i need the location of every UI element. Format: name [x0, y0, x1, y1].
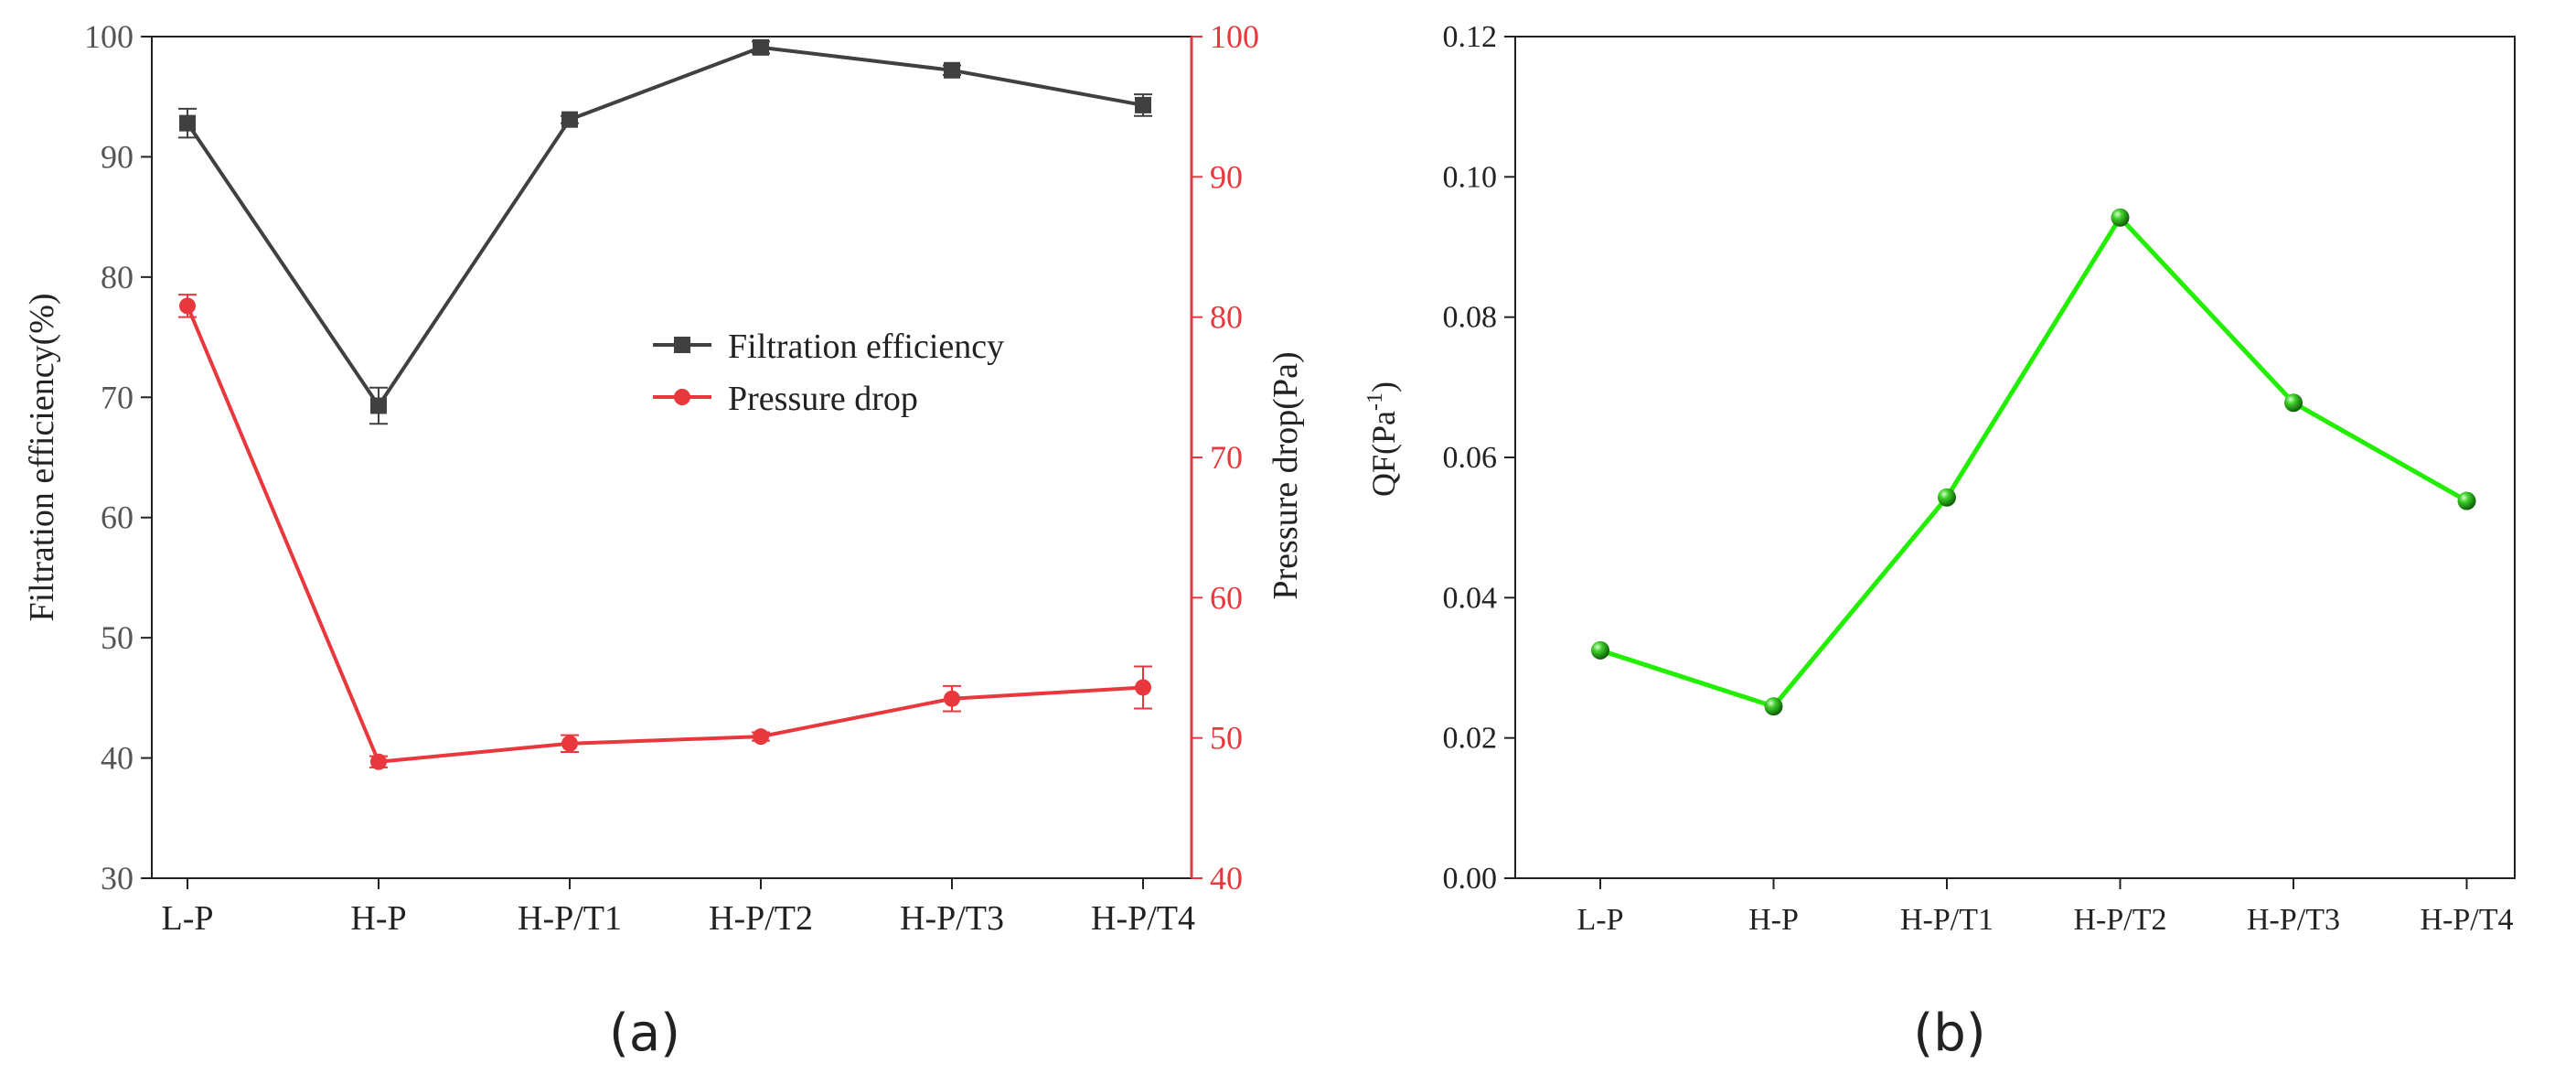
- qf-label-sup: -1: [1363, 392, 1387, 411]
- data-point: [1135, 679, 1151, 696]
- panel-label-b: (b): [1913, 1004, 1985, 1063]
- left-tick-label: 80: [101, 259, 134, 295]
- x-tick-label: H-P: [1748, 903, 1799, 937]
- chart-b-ticks: 0.00 0.02 0.04 0.06 0.08 0.10 0.12 L-P H-P H-P/T1…: [1443, 20, 2514, 937]
- panel-label-a: (a): [609, 1004, 680, 1063]
- left-tick-label: 40: [101, 740, 134, 777]
- right-tick-label: 40: [1210, 860, 1243, 897]
- data-point: [370, 397, 387, 414]
- data-point: [1135, 96, 1151, 113]
- data-point: [944, 61, 960, 79]
- data-point: [2111, 208, 2130, 227]
- data-point: [370, 753, 387, 770]
- chart-a: 30 40 50 60 70 80 90 100 40 50 60 70 80 90 100 L-P H-P H-…: [23, 18, 1305, 1063]
- data-point: [1764, 697, 1783, 716]
- chart-a-axes: [151, 36, 1193, 879]
- data-point: [179, 114, 196, 132]
- left-tick-label: 90: [101, 138, 134, 175]
- left-tick-label: 30: [101, 860, 134, 897]
- y-tick-label: 0.06: [1443, 441, 1498, 475]
- right-tick-label: 100: [1210, 18, 1259, 55]
- x-tick-label: L-P: [1577, 903, 1624, 937]
- data-point: [944, 690, 960, 707]
- data-point: [179, 297, 196, 315]
- x-tick-label: H-P/T4: [1091, 899, 1195, 938]
- left-tick-label: 50: [101, 619, 134, 656]
- chart-a-legend: Filtration efficiency Pressure drop: [653, 328, 1004, 418]
- legend-circle-marker: [674, 389, 690, 405]
- x-tick-label: H-P/T3: [2247, 903, 2340, 937]
- plot-frame-b: [1514, 36, 2516, 879]
- chart-b: 0.00 0.02 0.04 0.06 0.08 0.10 0.12 L-P H-P H-P/T1…: [1363, 20, 2516, 1063]
- left-tick-label: 70: [101, 379, 134, 415]
- y-tick-label: 0.00: [1443, 862, 1498, 896]
- y-tick-label: 0.12: [1443, 20, 1498, 54]
- y-tick-label: 0.04: [1443, 581, 1498, 615]
- series-line: [186, 305, 1144, 764]
- data-point: [561, 735, 578, 752]
- chart-b-y-axis-label: QF(Pa-1): [1363, 381, 1402, 497]
- right-tick-label: 60: [1210, 579, 1243, 616]
- y-tick-label: 0.08: [1443, 301, 1498, 335]
- chart-b-series: [1591, 208, 2476, 716]
- x-tick-label: H-P/T2: [2074, 903, 2167, 937]
- data-point: [753, 728, 769, 746]
- left-tick-label: 100: [84, 18, 134, 55]
- y-tick-label: 0.10: [1443, 160, 1498, 194]
- x-tick-label: L-P: [162, 899, 214, 938]
- x-tick-label: H-P/T1: [518, 899, 622, 938]
- chart-a-left-axis-label: Filtration efficiency(%): [23, 293, 61, 621]
- chart-b-axes: [1514, 36, 2516, 879]
- legend-square-marker: [674, 337, 690, 353]
- legend-label-filtration: Filtration efficiency: [728, 328, 1004, 366]
- plot-frame-a: [151, 36, 1192, 879]
- data-point: [2457, 491, 2476, 510]
- right-tick-label: 80: [1210, 299, 1243, 336]
- data-point: [1938, 488, 1956, 507]
- x-tick-label: H-P/T2: [709, 899, 813, 938]
- qf-label-main: QF(Pa: [1365, 411, 1402, 497]
- data-point: [753, 38, 769, 56]
- y-tick-label: 0.02: [1443, 722, 1498, 756]
- x-tick-label: H-P: [350, 899, 406, 938]
- data-point: [2284, 393, 2303, 413]
- x-tick-label: H-P/T1: [1900, 903, 1993, 937]
- right-tick-label: 50: [1210, 720, 1243, 757]
- left-tick-label: 60: [101, 499, 134, 536]
- right-tick-label: 90: [1210, 158, 1243, 195]
- series-line: [1599, 215, 2468, 709]
- x-tick-label: H-P/T4: [2421, 903, 2514, 937]
- chart-a-series: [178, 38, 1152, 770]
- data-point: [1591, 640, 1609, 660]
- legend-label-pressure: Pressure drop: [728, 380, 918, 418]
- chart-a-ticks: 30 40 50 60 70 80 90 100 40 50 60 70 80 90 100 L-P H-P H-…: [84, 18, 1259, 938]
- data-point: [561, 111, 578, 128]
- right-tick-label: 70: [1210, 439, 1243, 476]
- qf-label-close: ): [1365, 381, 1402, 392]
- x-tick-label: H-P/T3: [900, 899, 1004, 938]
- series-line: [186, 45, 1144, 408]
- chart-a-right-axis-label: Pressure drop(Pa): [1267, 351, 1305, 599]
